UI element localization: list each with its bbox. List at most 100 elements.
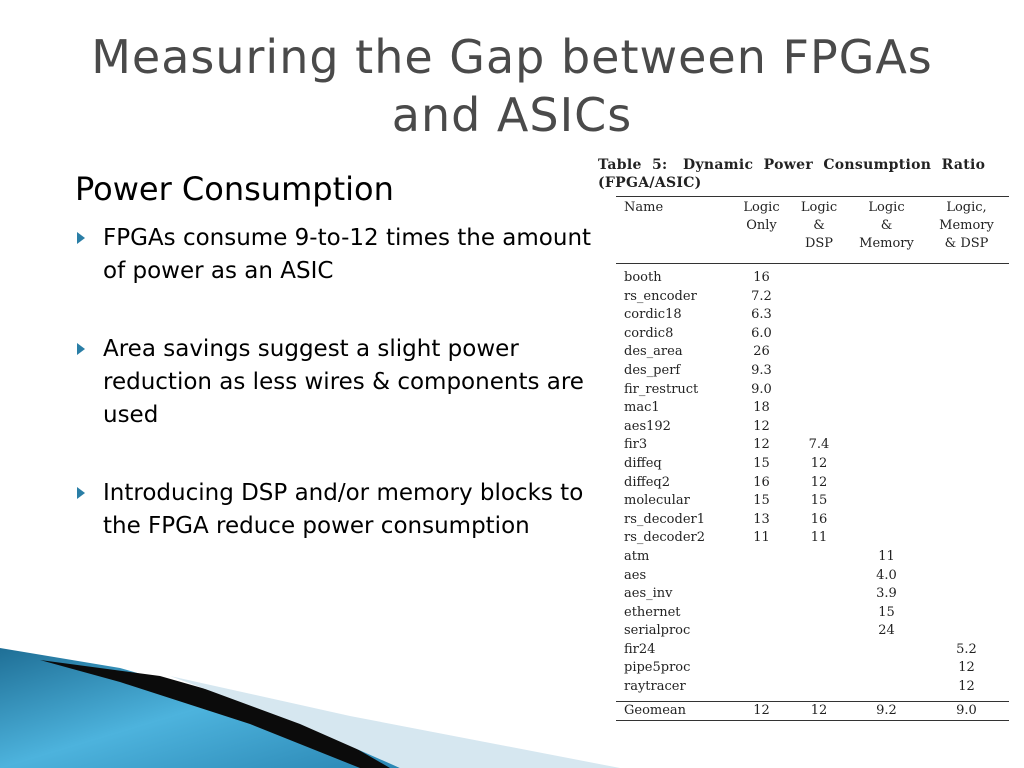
- benchmark-name-cell: atm: [624, 548, 650, 564]
- ratio-cell: [924, 492, 1009, 511]
- ratio-cell: [924, 548, 1009, 567]
- bullet-text: FPGAs consume 9-to-12 times the amount o…: [103, 225, 592, 284]
- ratio-cell: 16: [753, 270, 770, 285]
- table-panel: Table 5: Dynamic Power Consumption Ratio…: [598, 156, 1024, 722]
- benchmark-name-cell: diffeq2: [624, 474, 671, 490]
- column-header: Logic, Memory & DSP: [924, 196, 1009, 264]
- ratio-cell: [924, 399, 1009, 418]
- benchmark-name-cell: aes192: [624, 418, 671, 434]
- ratio-cell: 7.4: [808, 437, 830, 453]
- ratio-cell: 26: [753, 344, 770, 360]
- ratio-cell: [849, 529, 924, 548]
- ratio-cell: [789, 343, 849, 362]
- ratio-cell: [849, 343, 924, 362]
- benchmark-name-cell: pipe5proc: [624, 660, 691, 676]
- benchmark-name-cell: ethernet: [624, 604, 681, 620]
- table-row: des_area 26: [616, 343, 1009, 362]
- geomean-label: Geomean: [616, 700, 734, 722]
- ratio-cell: [849, 288, 924, 307]
- ratio-cell: [789, 362, 849, 381]
- ratio-cell: [924, 436, 1009, 455]
- bullet-item: Introducing DSP and/or memory blocks to …: [75, 477, 595, 543]
- ratio-cell: [924, 381, 1009, 400]
- ratio-cell: [789, 399, 849, 418]
- table-row: atm 11: [616, 548, 1009, 567]
- ratio-cell: 6.3: [751, 307, 772, 323]
- benchmark-name-cell: molecular: [624, 493, 690, 509]
- bullet-list: FPGAs consume 9-to-12 times the amount o…: [75, 222, 595, 588]
- table-body: booth 16 rs_encoder 7.2 cordic18 6.3 cordic8 6.…: [616, 264, 1009, 702]
- benchmark-name-cell: cordic18: [624, 307, 682, 323]
- column-header-line: DSP: [804, 236, 834, 251]
- column-header-line: Logic: [743, 200, 780, 215]
- table-row: rs_encoder 7.2: [616, 288, 1009, 307]
- table-row: serialproc 24: [616, 622, 1009, 641]
- table-row: cordic18 6.3: [616, 306, 1009, 325]
- column-header-line: Name: [624, 200, 664, 215]
- ratio-cell: [849, 474, 924, 493]
- title-line-1: Measuring the Gap between FPGAs: [91, 30, 933, 84]
- ratio-cell: [734, 585, 789, 604]
- benchmark-name-cell: des_perf: [624, 362, 681, 378]
- ratio-cell: 11: [878, 548, 895, 564]
- ratio-cell: 7.2: [751, 288, 772, 304]
- ratio-cell: [924, 529, 1009, 548]
- ratio-cell: [849, 436, 924, 455]
- benchmark-name-cell: raytracer: [624, 679, 686, 695]
- ratio-cell: [789, 288, 849, 307]
- ratio-cell: [789, 325, 849, 344]
- table-row: booth 16: [616, 264, 1009, 288]
- ratio-cell: [789, 567, 849, 586]
- column-header-line: Logic,: [946, 200, 987, 215]
- column-header: Logic & Memory: [849, 196, 924, 264]
- ratio-cell: [789, 306, 849, 325]
- table-row: molecular 15 15: [616, 492, 1009, 511]
- ratio-cell: 12: [753, 437, 770, 453]
- column-header: Name: [616, 196, 734, 264]
- table-row: aes192 12: [616, 418, 1009, 437]
- benchmark-name-cell: aes_inv: [624, 586, 673, 602]
- table-row: ethernet 15: [616, 604, 1009, 623]
- ratio-cell: [849, 325, 924, 344]
- table-row: des_perf 9.3: [616, 362, 1009, 381]
- title-line-2: and ASICs: [391, 88, 633, 142]
- table-caption-line-1: Table 5: Dynamic Power Consumption Ratio: [598, 157, 986, 173]
- ratio-cell: 4.0: [876, 567, 897, 583]
- ratio-cell: 9.3: [751, 362, 772, 378]
- swoosh-black-band: [40, 660, 390, 768]
- ratio-cell: [924, 511, 1009, 530]
- column-header-line: Memory: [859, 236, 914, 251]
- ratio-cell: 3.9: [876, 586, 897, 602]
- table-row: aes_inv 3.9: [616, 585, 1009, 604]
- benchmark-name-cell: mac1: [624, 400, 660, 416]
- table-row: fir_restruct 9.0: [616, 381, 1009, 400]
- ratio-cell: [924, 567, 1009, 586]
- benchmark-name-cell: cordic8: [624, 325, 674, 341]
- ratio-cell: 12: [753, 418, 770, 434]
- ratio-cell: 16: [753, 474, 770, 490]
- ratio-cell: [849, 511, 924, 530]
- column-header: Logic Only: [734, 196, 789, 264]
- ratio-cell: [849, 381, 924, 400]
- ratio-cell: 12: [810, 455, 828, 471]
- benchmark-name-cell: rs_encoder: [624, 288, 697, 304]
- table-row: raytracer 12: [616, 678, 1009, 701]
- ratio-cell: 9.0: [751, 381, 772, 397]
- benchmark-name-cell: booth: [624, 270, 662, 285]
- ratio-cell: 24: [878, 623, 895, 639]
- bullet-text: Introducing DSP and/or memory blocks to …: [103, 480, 584, 539]
- table-row: mac1 18: [616, 399, 1009, 418]
- slide-title: Measuring the Gap between FPGAs and ASIC…: [0, 28, 1024, 144]
- ratio-cell: [849, 399, 924, 418]
- table-row: rs_decoder2 11 11: [616, 529, 1009, 548]
- ratio-cell: 11: [810, 530, 828, 546]
- bullet-item: FPGAs consume 9-to-12 times the amount o…: [75, 222, 595, 288]
- column-header-line: &: [813, 218, 825, 233]
- column-header-line: Only: [746, 218, 777, 233]
- column-header-line: Memory: [939, 218, 994, 233]
- ratio-cell: 6.0: [751, 325, 772, 341]
- table-row: fir24 5.2: [616, 641, 1009, 660]
- column-header-line: Logic: [868, 200, 905, 215]
- table-row: aes 4.0: [616, 567, 1009, 586]
- benchmark-name-cell: fir3: [624, 437, 648, 453]
